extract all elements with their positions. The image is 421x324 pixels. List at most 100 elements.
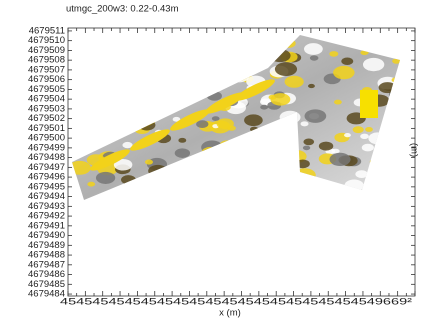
texture xyxy=(72,70,74,76)
y-tick-label: 4679511 xyxy=(29,25,65,36)
texture xyxy=(221,153,233,161)
texture xyxy=(389,183,400,190)
texture xyxy=(224,29,233,35)
texture xyxy=(180,88,189,94)
texture xyxy=(259,148,276,159)
texture xyxy=(250,155,272,169)
texture xyxy=(216,67,227,74)
y-tick-label: 4679486 xyxy=(28,269,65,280)
x-axis-label: x (m) xyxy=(219,308,241,319)
texture xyxy=(387,117,395,123)
texture xyxy=(228,157,245,168)
y-tick-label: 4679505 xyxy=(28,84,65,95)
texture xyxy=(260,104,269,110)
texture xyxy=(269,49,291,63)
texture xyxy=(360,191,373,200)
texture xyxy=(138,69,151,77)
texture xyxy=(72,160,91,175)
texture xyxy=(384,159,393,165)
texture xyxy=(344,192,358,200)
texture xyxy=(395,108,400,113)
texture xyxy=(272,52,280,58)
texture xyxy=(147,110,156,116)
texture xyxy=(121,175,136,185)
texture xyxy=(337,196,357,200)
texture xyxy=(199,35,216,37)
texture xyxy=(210,192,232,200)
texture xyxy=(308,83,315,89)
texture xyxy=(327,35,342,39)
texture xyxy=(196,120,209,128)
texture xyxy=(104,76,122,88)
texture xyxy=(170,109,210,131)
texture xyxy=(228,181,251,196)
texture xyxy=(303,138,315,146)
texture xyxy=(160,49,169,55)
texture xyxy=(378,82,397,94)
y-tick-label: 4679497 xyxy=(28,162,65,173)
texture xyxy=(113,132,122,138)
texture xyxy=(360,133,369,140)
texture xyxy=(88,61,108,74)
y-tick-label: 4679506 xyxy=(28,74,65,85)
texture xyxy=(139,180,154,190)
texture xyxy=(207,172,222,181)
texture xyxy=(206,91,222,101)
y-tick-label: 4679502 xyxy=(28,113,65,124)
texture xyxy=(211,116,220,122)
texture xyxy=(95,100,117,115)
texture xyxy=(212,187,230,198)
texture xyxy=(283,179,294,187)
y-tick-label: 4679488 xyxy=(28,250,65,261)
texture xyxy=(76,87,89,96)
texture xyxy=(279,191,288,197)
texture xyxy=(361,143,374,152)
y-tick-label: 4679484 xyxy=(28,289,65,300)
right-label: (m) xyxy=(408,143,419,157)
texture xyxy=(138,119,156,131)
texture xyxy=(99,84,108,90)
raster-image xyxy=(72,26,400,200)
texture xyxy=(252,57,270,70)
texture xyxy=(219,140,235,150)
texture xyxy=(369,167,377,173)
texture xyxy=(333,65,355,80)
texture xyxy=(350,35,358,38)
texture xyxy=(147,55,168,68)
y-tick-label: 4679507 xyxy=(28,64,65,75)
y-tick-label: 4679503 xyxy=(28,103,65,114)
texture xyxy=(212,155,225,163)
texture xyxy=(284,26,298,35)
texture xyxy=(249,126,259,132)
texture xyxy=(237,169,258,182)
texture xyxy=(150,187,167,198)
y-tick-label: 4679509 xyxy=(28,45,65,56)
texture xyxy=(160,183,177,194)
texture xyxy=(164,168,179,178)
texture xyxy=(141,192,152,200)
y-tick-label: 4679499 xyxy=(28,142,65,153)
texture xyxy=(110,55,121,63)
texture xyxy=(103,69,121,81)
texture xyxy=(219,168,236,179)
y-tick-label: 4679498 xyxy=(28,152,65,163)
texture xyxy=(178,35,189,37)
texture xyxy=(113,158,133,171)
texture xyxy=(157,91,178,105)
texture xyxy=(174,178,194,190)
texture xyxy=(178,137,187,143)
texture xyxy=(196,77,204,82)
texture xyxy=(153,88,165,96)
texture xyxy=(257,141,272,151)
texture xyxy=(213,68,233,80)
texture xyxy=(274,62,298,77)
texture xyxy=(242,174,253,181)
texture xyxy=(199,45,216,56)
texture xyxy=(162,63,169,68)
texture xyxy=(124,81,132,86)
texture xyxy=(341,57,354,65)
y-tick-label: 4679492 xyxy=(28,211,65,222)
texture xyxy=(224,46,246,60)
